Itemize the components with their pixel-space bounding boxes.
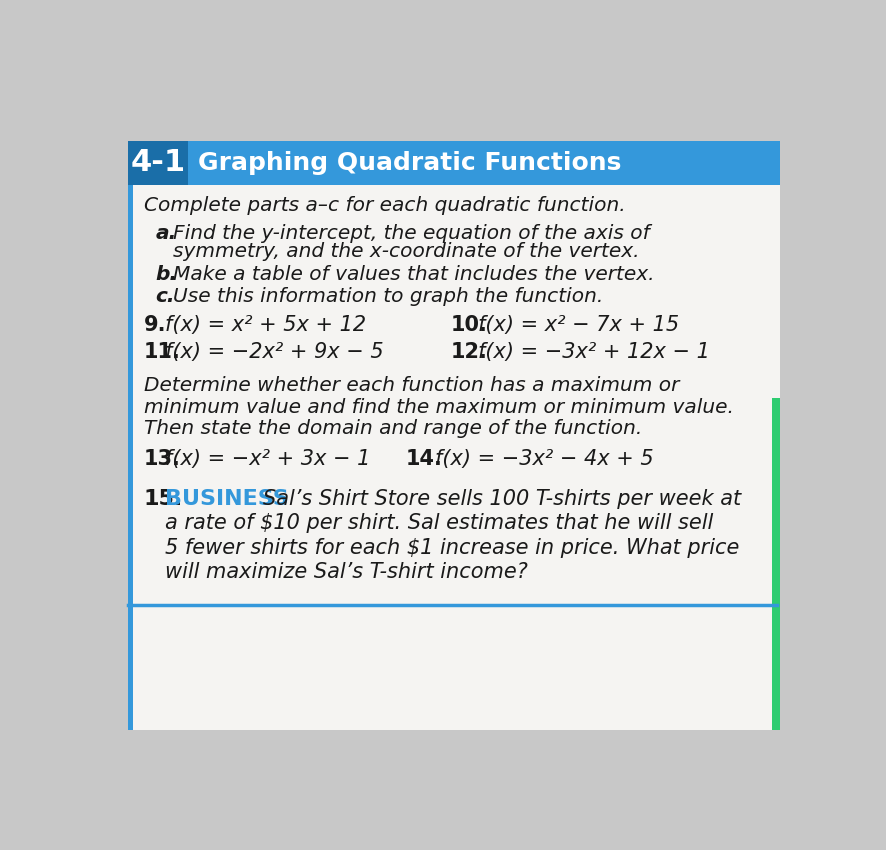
Text: f(x) = −3x² + 12x − 1: f(x) = −3x² + 12x − 1: [478, 343, 710, 362]
Text: c.: c.: [155, 286, 175, 306]
Bar: [772, 399, 780, 729]
Bar: [128, 140, 133, 729]
Text: BUSINESS: BUSINESS: [166, 489, 289, 508]
Text: a rate of $10 per shirt. Sal estimates that he will sell: a rate of $10 per shirt. Sal estimates t…: [166, 513, 713, 533]
Text: f(x) = −x² + 3x − 1: f(x) = −x² + 3x − 1: [166, 449, 370, 468]
Text: Graphing Quadratic Functions: Graphing Quadratic Functions: [198, 150, 621, 175]
Text: 15.: 15.: [144, 489, 183, 508]
Text: 12.: 12.: [450, 343, 487, 362]
Text: f(x) = x² + 5x + 12: f(x) = x² + 5x + 12: [166, 314, 367, 335]
Text: Use this information to graph the function.: Use this information to graph the functi…: [173, 286, 603, 306]
Bar: [128, 140, 780, 185]
Text: Make a table of values that includes the vertex.: Make a table of values that includes the…: [173, 265, 655, 284]
Text: Complete parts a–c for each quadratic function.: Complete parts a–c for each quadratic fu…: [144, 196, 626, 215]
Text: f(x) = −3x² − 4x + 5: f(x) = −3x² − 4x + 5: [435, 449, 654, 468]
Bar: [128, 140, 189, 185]
Text: Then state the domain and range of the function.: Then state the domain and range of the f…: [144, 419, 642, 439]
Text: symmetry, and the x-coordinate of the vertex.: symmetry, and the x-coordinate of the ve…: [173, 242, 640, 261]
Text: f(x) = x² − 7x + 15: f(x) = x² − 7x + 15: [478, 314, 679, 335]
Text: Find the y-intercept, the equation of the axis of: Find the y-intercept, the equation of th…: [173, 224, 649, 242]
Text: f(x) = −2x² + 9x − 5: f(x) = −2x² + 9x − 5: [166, 343, 384, 362]
Text: minimum value and find the maximum or minimum value.: minimum value and find the maximum or mi…: [144, 398, 734, 416]
Text: 11.: 11.: [144, 343, 181, 362]
Text: will maximize Sal’s T-shirt income?: will maximize Sal’s T-shirt income?: [166, 563, 528, 582]
Text: 14.: 14.: [406, 449, 442, 468]
Text: Determine whether each function has a maximum or: Determine whether each function has a ma…: [144, 376, 680, 395]
Text: a.: a.: [155, 224, 176, 242]
Text: 4-1: 4-1: [131, 149, 186, 178]
Text: Sal’s Shirt Store sells 100 T-shirts per week at: Sal’s Shirt Store sells 100 T-shirts per…: [263, 489, 742, 508]
Text: 13.: 13.: [144, 449, 181, 468]
Text: 9.: 9.: [144, 314, 167, 335]
Text: 10.: 10.: [450, 314, 487, 335]
Text: 5 fewer shirts for each $1 increase in price. What price: 5 fewer shirts for each $1 increase in p…: [166, 538, 740, 558]
Text: b.: b.: [155, 265, 177, 284]
